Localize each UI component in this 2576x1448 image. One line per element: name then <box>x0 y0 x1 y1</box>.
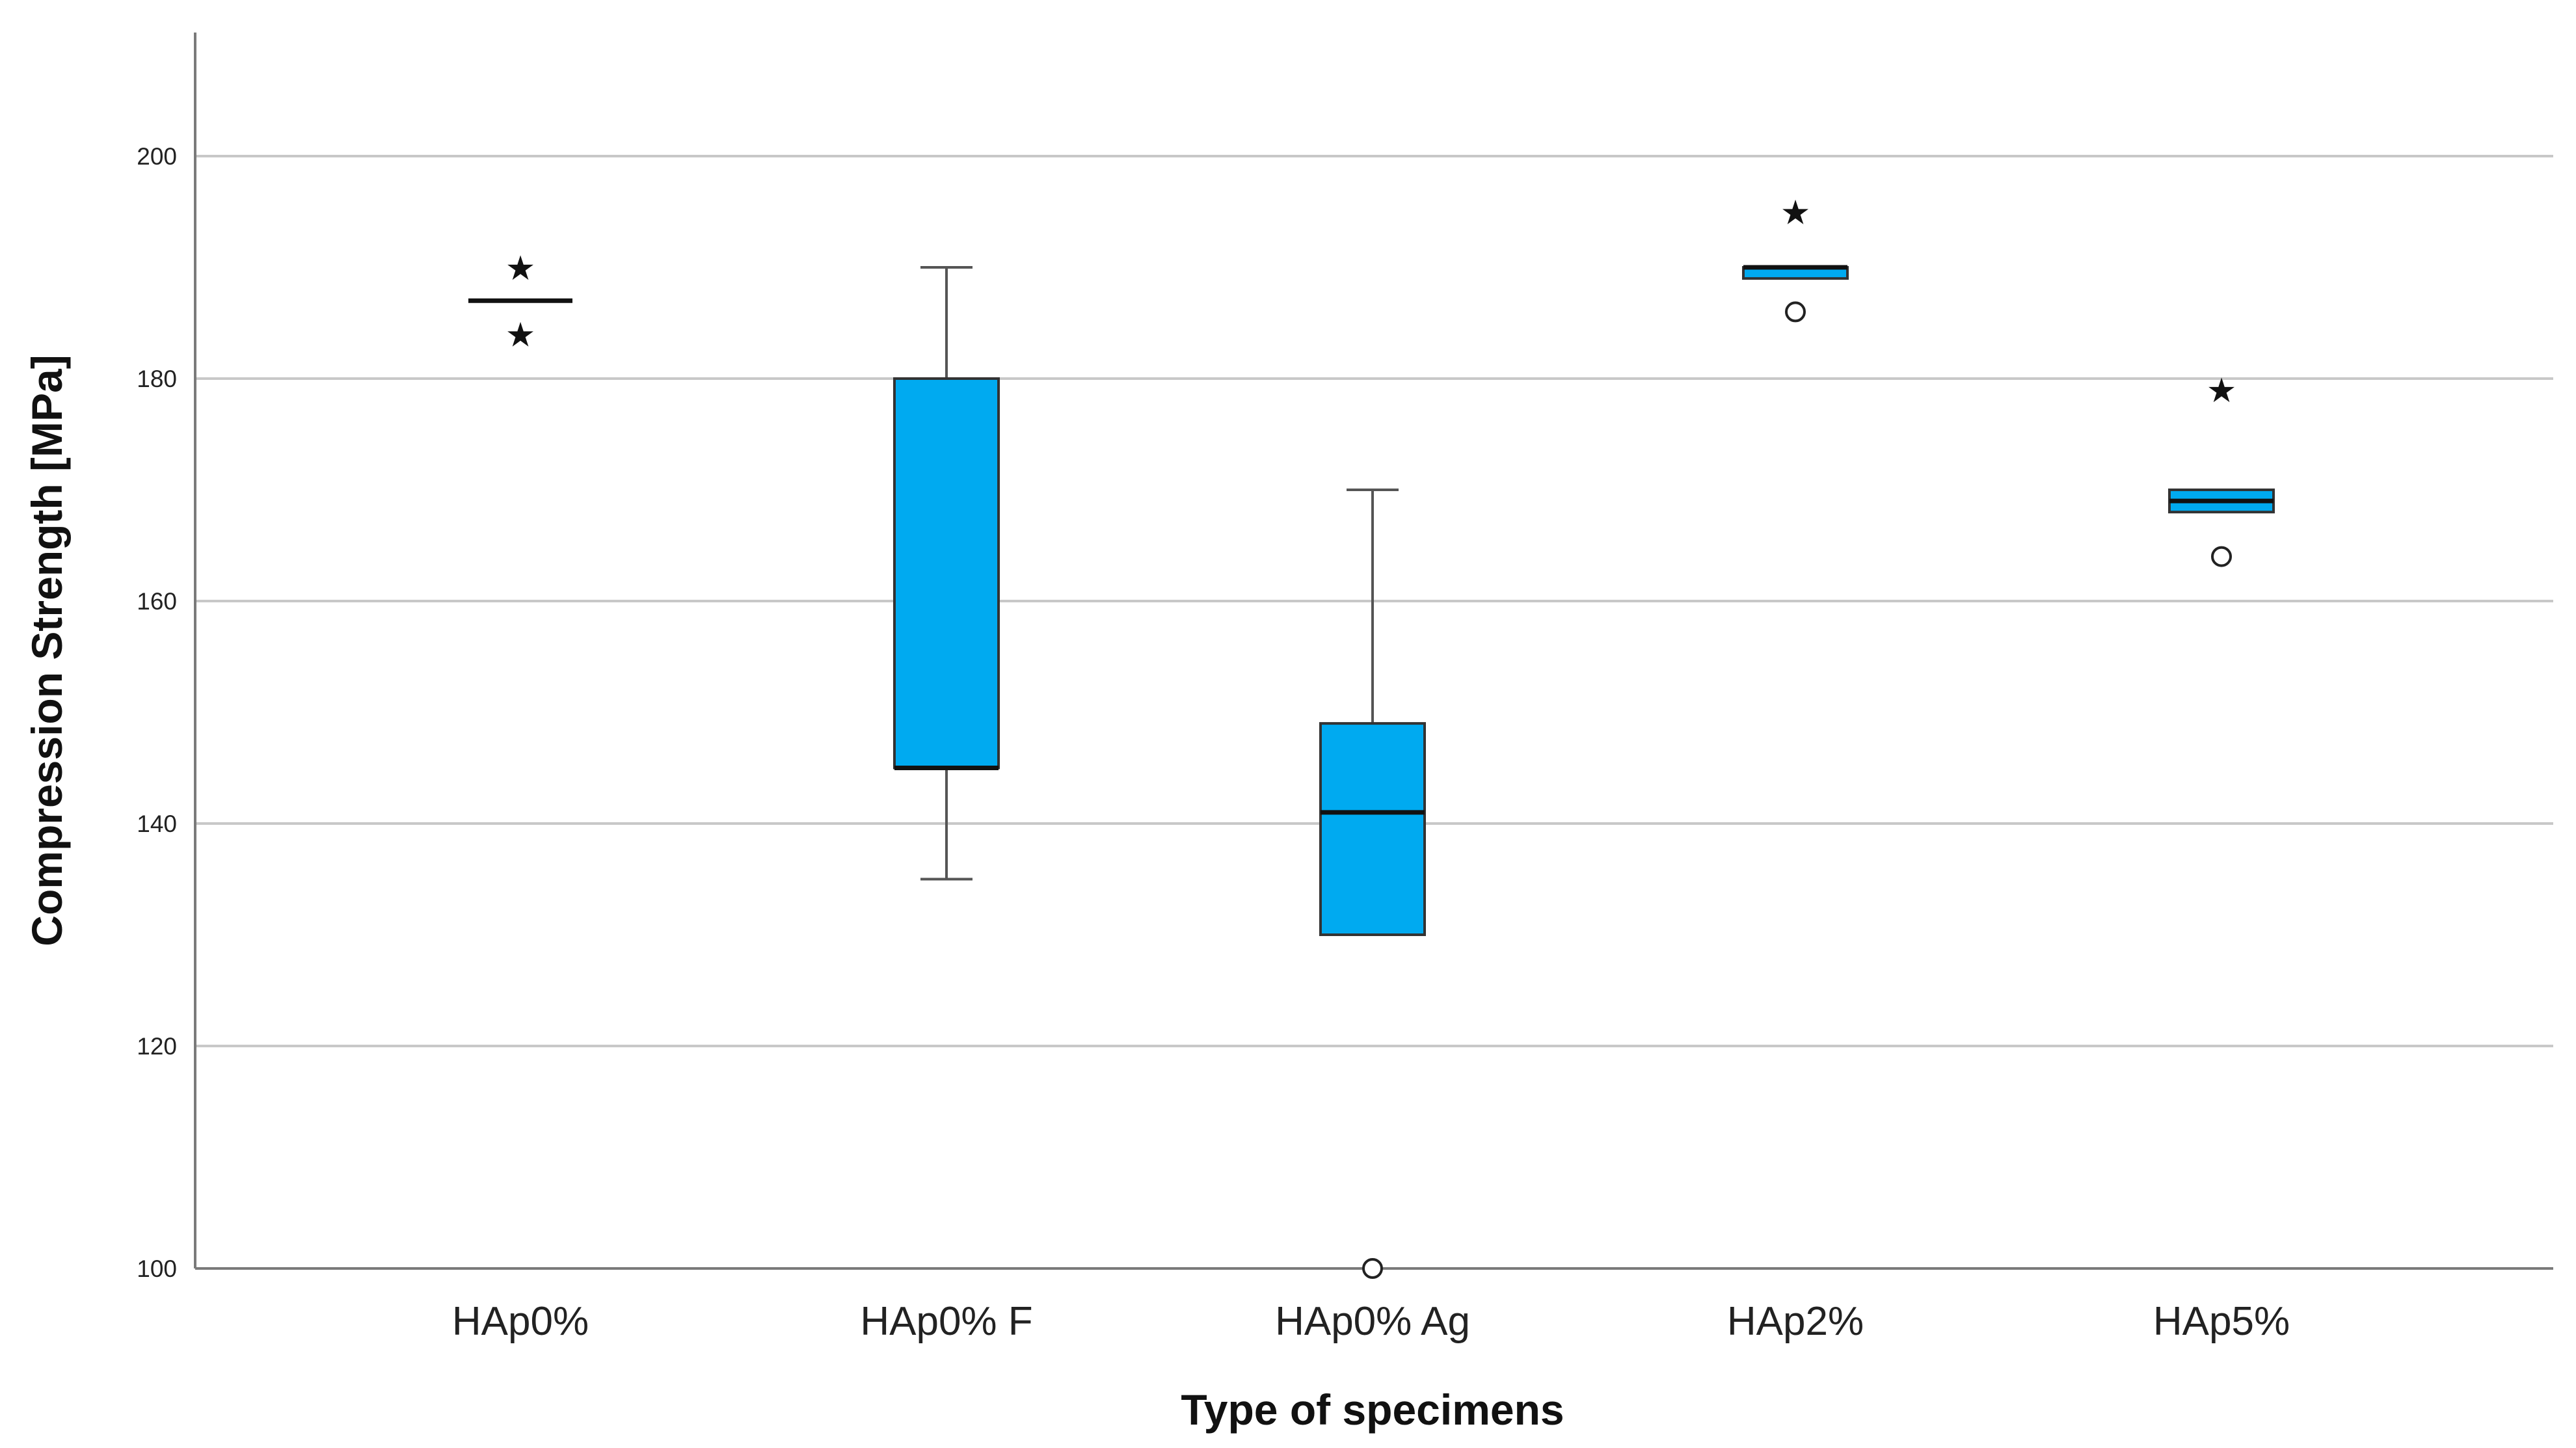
extreme-point: ★ <box>2207 372 2237 410</box>
y-tick-label: 180 <box>137 366 177 392</box>
x-axis-title: Type of specimens <box>1181 1386 1564 1434</box>
x-category-label: HAp5% <box>2153 1299 2290 1344</box>
outlier-point <box>2211 546 2232 567</box>
x-category-label: HAp0% F <box>860 1299 1032 1344</box>
x-category-label: HAp2% <box>1727 1299 1864 1344</box>
outlier-point <box>1785 301 1806 323</box>
y-tick-label: 120 <box>137 1033 177 1060</box>
box-group: ★★ <box>468 250 572 355</box>
box-group: ★ <box>2168 372 2275 567</box>
box-group: ★ <box>1742 194 1849 323</box>
extreme-point: ★ <box>505 317 536 355</box>
y-tick-label: 160 <box>137 588 177 615</box>
y-tick-label: 100 <box>137 1255 177 1282</box>
extreme-point: ★ <box>505 250 536 288</box>
box-group <box>1319 489 1426 1279</box>
boxes: ★★★★ <box>468 194 2275 1279</box>
outlier-point <box>1362 1258 1383 1279</box>
box-group <box>893 266 1000 881</box>
x-category-labels: HAp0% HAp0% F HAp0% Ag HAp2% HAp5% <box>452 1299 2290 1344</box>
y-tick-labels: 100 120 140 160 180 200 <box>137 143 177 1282</box>
y-tick-label: 200 <box>137 143 177 170</box>
gridlines <box>195 155 2553 1047</box>
extreme-point: ★ <box>1780 194 1811 232</box>
y-tick-label: 140 <box>137 811 177 837</box>
y-axis-title: Compression Strength [MPa] <box>23 355 71 946</box>
iqr-box <box>893 377 1000 770</box>
iqr-box <box>1319 722 1426 936</box>
x-category-label: HAp0% Ag <box>1275 1299 1470 1344</box>
x-category-label: HAp0% <box>452 1299 589 1344</box>
